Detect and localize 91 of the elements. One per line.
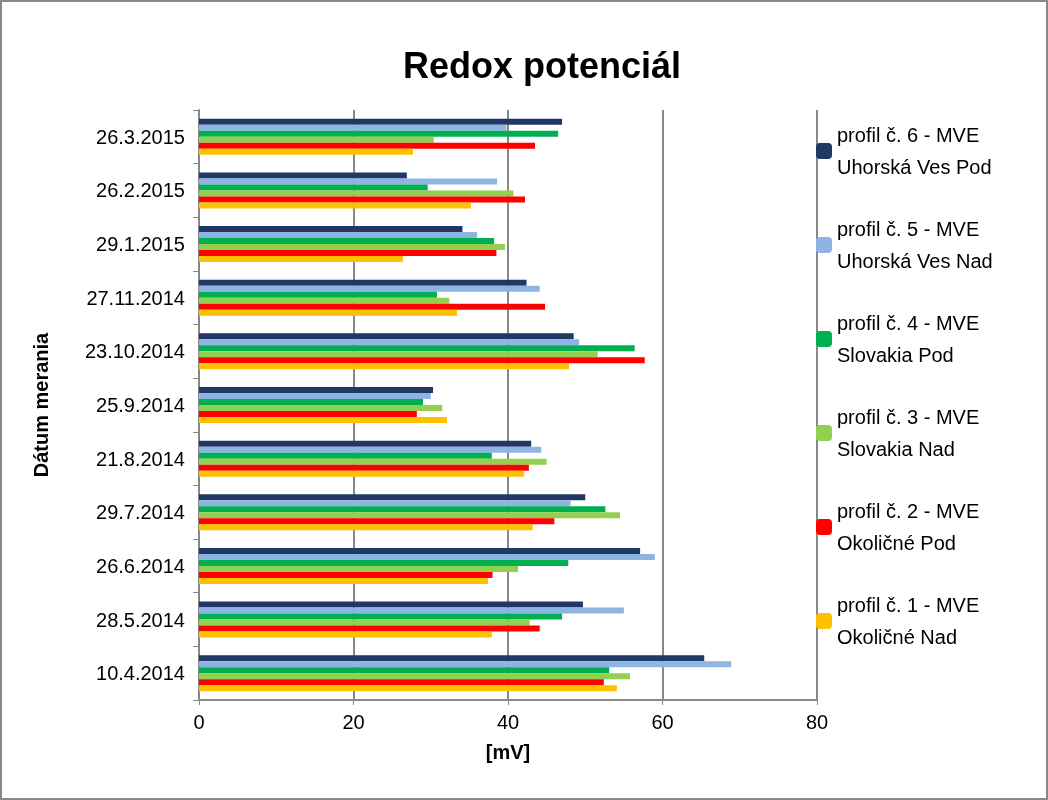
bar [199, 518, 555, 525]
bar [199, 613, 563, 620]
bar [199, 196, 525, 203]
y-tick-label: 23.10.2014 [84, 340, 185, 363]
bar [199, 387, 434, 393]
bar [199, 577, 488, 584]
y-tick-label: 26.6.2014 [96, 554, 185, 577]
y-axis-title: Dátum merania [30, 331, 52, 478]
bar [199, 661, 732, 668]
y-tick-label: 27.11.2014 [86, 286, 185, 309]
bar [199, 446, 542, 453]
y-tick-label: 28.5.2014 [96, 608, 185, 631]
bar [199, 655, 705, 662]
x-tick-label: 80 [805, 711, 829, 733]
x-axis-title: [mV] [485, 741, 531, 763]
bar [199, 184, 428, 191]
bar [199, 256, 403, 263]
y-tick-label: 26.2.2015 [96, 179, 185, 202]
bar [199, 440, 532, 447]
bar [199, 178, 498, 185]
bar [199, 238, 495, 245]
bar [199, 607, 624, 614]
legend-label: profil č. 3 - MVE Slovakia Nad [837, 406, 985, 460]
bar [199, 279, 527, 286]
bar [199, 303, 546, 310]
bar [199, 142, 536, 149]
bar [199, 506, 606, 513]
bar [199, 124, 507, 131]
bar [199, 297, 450, 304]
legend-label: profil č. 4 - MVE Slovakia Pod [837, 312, 985, 366]
bar [199, 565, 519, 572]
bar [199, 524, 533, 531]
bar [199, 148, 413, 155]
bar [199, 452, 492, 459]
bar [199, 250, 497, 257]
bar [199, 625, 540, 632]
bar [199, 667, 610, 674]
bar [199, 559, 569, 566]
bar [199, 470, 525, 477]
bar [199, 619, 530, 626]
legend-label: profil č. 5 - MVE Uhorská Ves Nad [837, 218, 993, 272]
legend-label: profil č. 1 - MVE Okoličné Nad [837, 594, 985, 648]
bar [199, 679, 604, 686]
y-tick-label: 29.7.2014 [96, 501, 185, 524]
bar [199, 363, 570, 370]
bar [199, 494, 586, 501]
bar [199, 339, 580, 346]
bar [199, 458, 547, 465]
bar [199, 190, 514, 197]
bar [199, 232, 478, 239]
y-tick-label: 29.1.2015 [96, 233, 185, 256]
bar [199, 673, 631, 680]
y-tick-label: 10.4.2014 [96, 662, 185, 685]
bar [199, 172, 407, 179]
bar [199, 553, 655, 560]
legend-label: profil č. 2 - MVE Okoličné Pod [837, 500, 985, 554]
bar [199, 547, 641, 554]
bar [199, 405, 443, 411]
bar [199, 118, 563, 125]
x-tick-label: 40 [496, 711, 520, 733]
bar [199, 226, 463, 233]
bar [199, 500, 571, 507]
y-tick-label: 25.9.2014 [96, 394, 185, 416]
bar [199, 285, 540, 292]
bar [199, 136, 434, 143]
bar [199, 345, 635, 352]
x-tick-label: 0 [193, 711, 205, 733]
bar [199, 202, 471, 209]
bar [199, 601, 583, 608]
bar [199, 399, 424, 405]
bar [199, 417, 447, 423]
bar [199, 357, 645, 364]
bar [199, 411, 417, 417]
bar [199, 393, 431, 399]
bar [199, 512, 621, 519]
bar [199, 685, 617, 692]
bar [199, 309, 458, 316]
bar [199, 244, 505, 251]
x-tick-label: 60 [651, 711, 674, 733]
bar [199, 571, 493, 578]
bar [199, 631, 492, 638]
bar [199, 464, 529, 471]
bar [199, 130, 559, 137]
x-tick-label: 20 [342, 711, 365, 733]
bar [199, 291, 437, 298]
chart-title: Redox potenciál [402, 44, 682, 86]
bar [199, 333, 574, 340]
y-tick-label: 21.8.2014 [96, 447, 185, 470]
legend-label: profil č. 6 - MVE Uhorská Ves Pod [837, 124, 992, 178]
bar [199, 351, 598, 358]
y-tick-label: 26.3.2015 [96, 125, 185, 148]
